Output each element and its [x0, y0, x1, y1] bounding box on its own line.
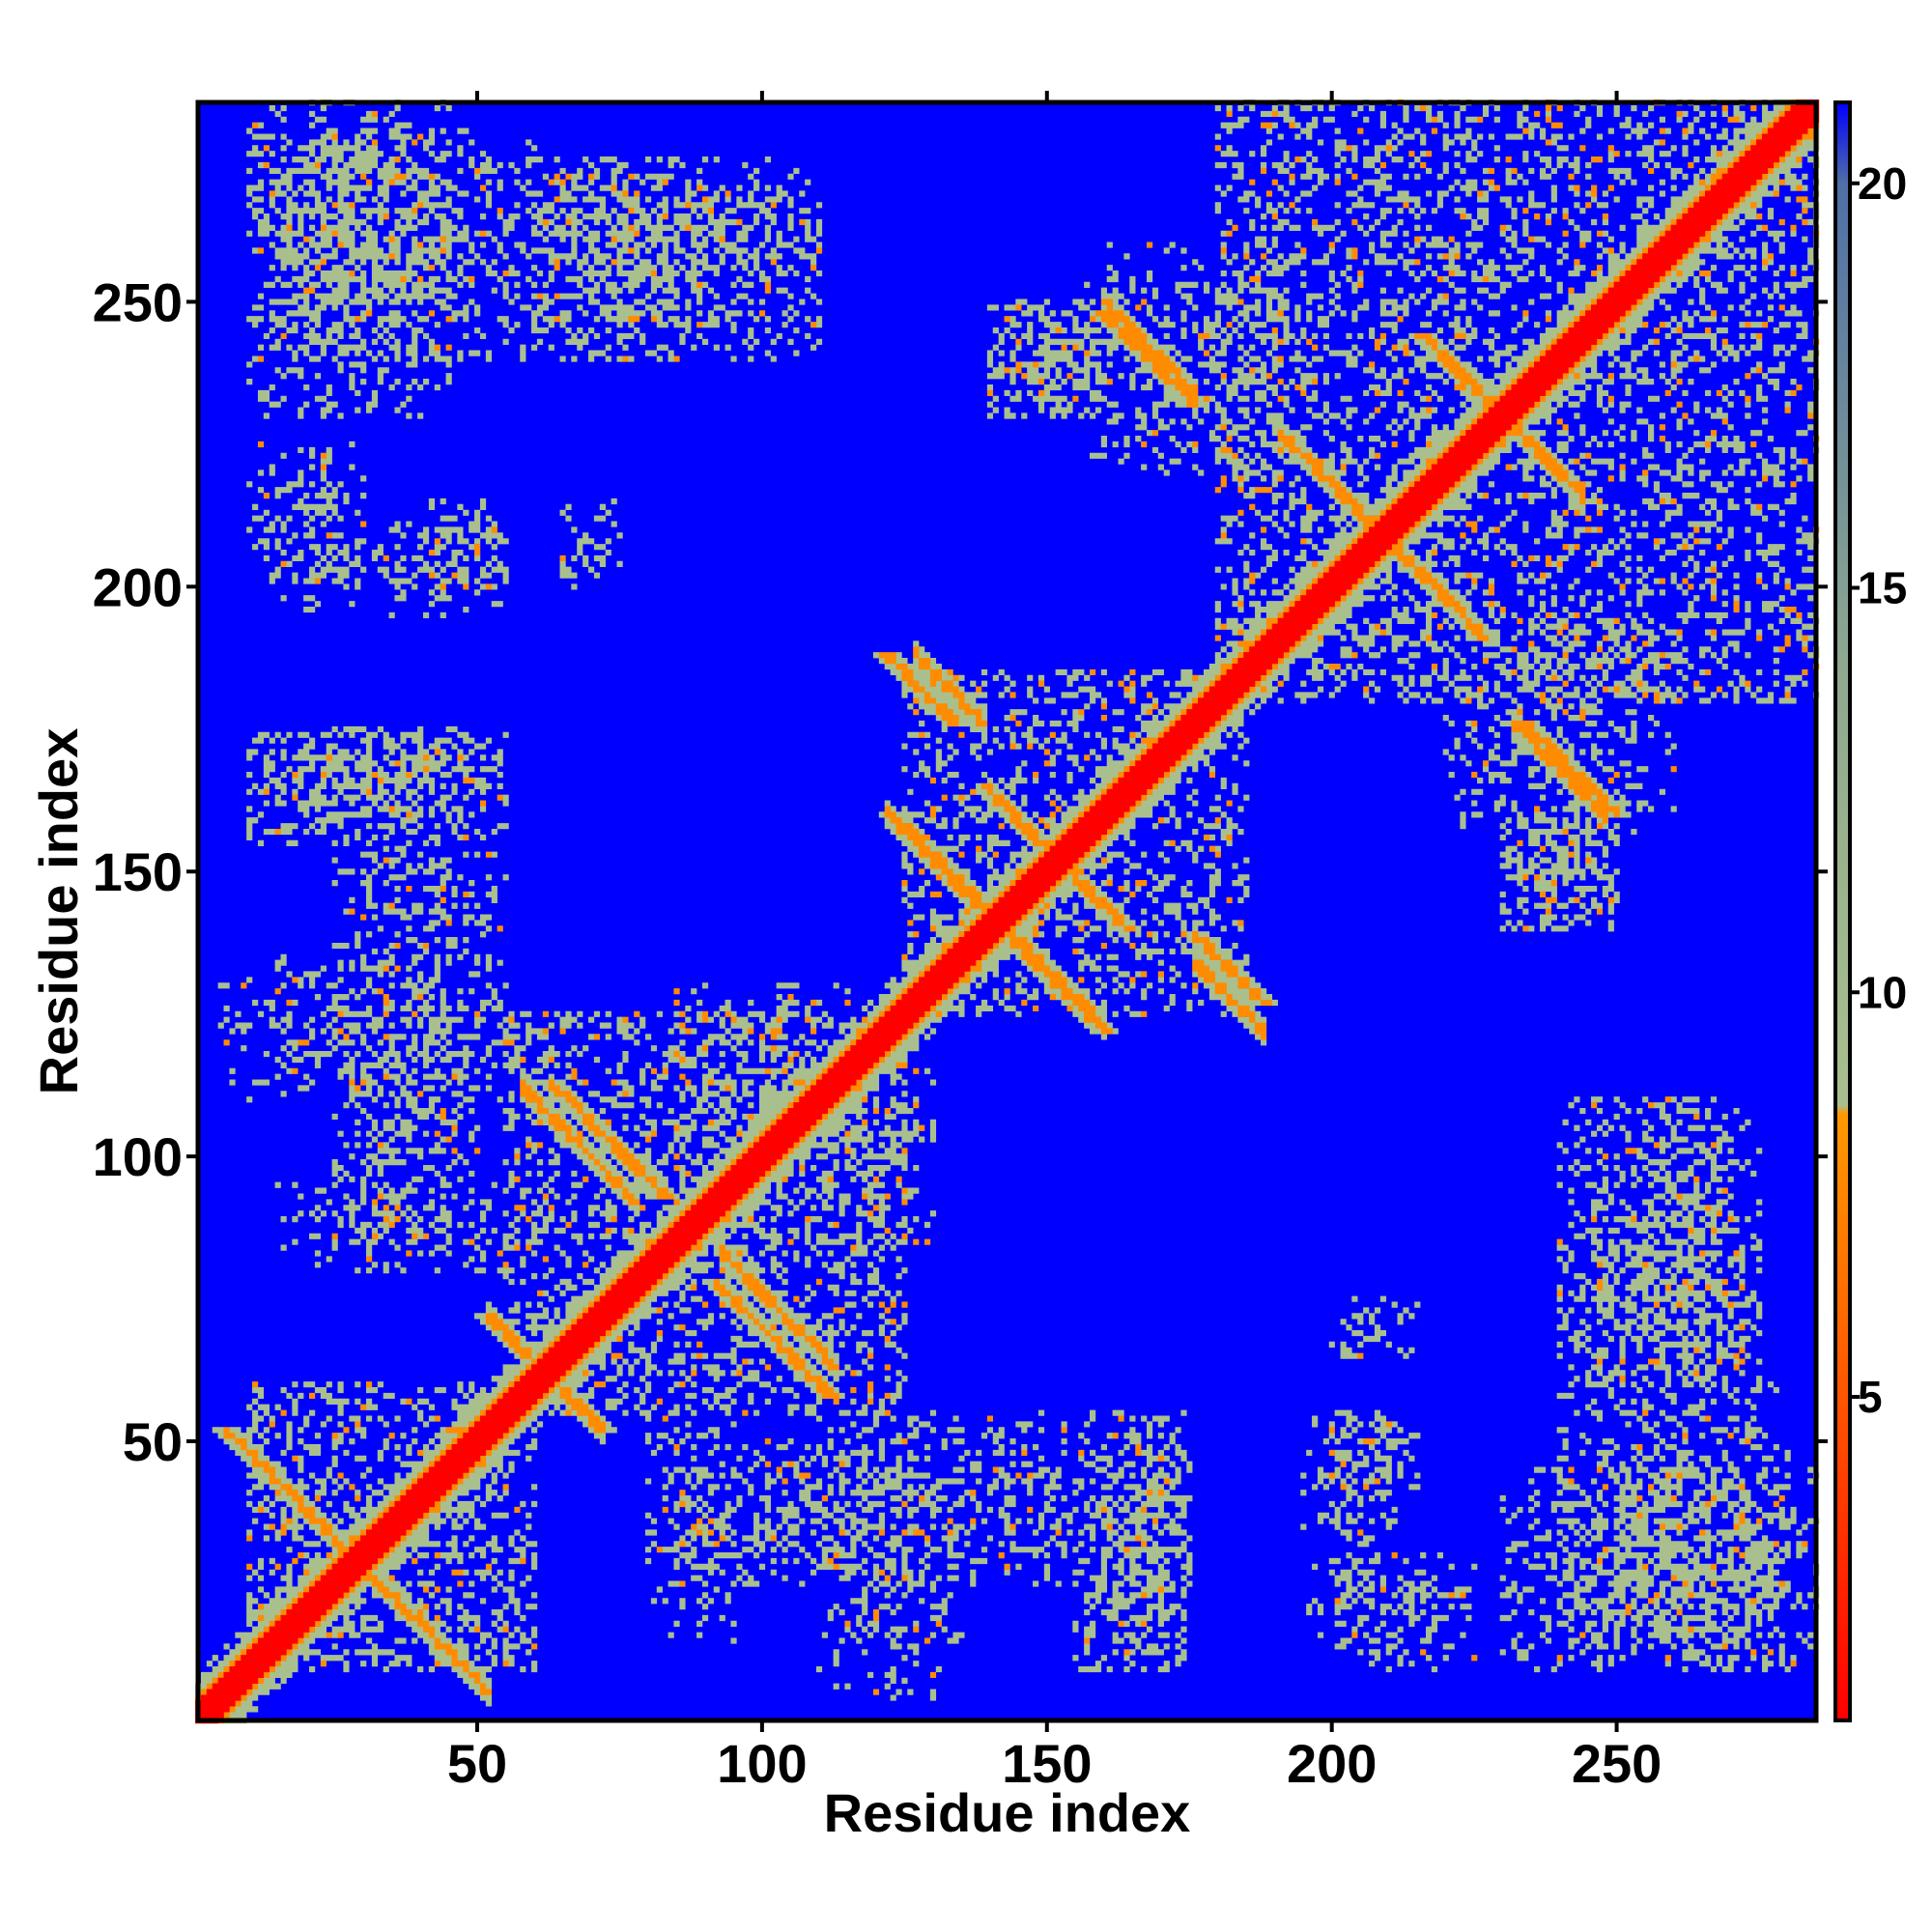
y-tick-label: 100: [93, 1126, 183, 1187]
y-tick-label: 200: [93, 556, 183, 617]
x-tick-label: 100: [717, 1733, 807, 1794]
heatmap-cells-near: [195, 99, 1820, 1724]
y-tick-label: 50: [123, 1411, 183, 1472]
colorbar-tick-label: 5: [1858, 1372, 1883, 1422]
colorbar-tick-label: 15: [1858, 563, 1907, 613]
colorbar-tick-label: 20: [1858, 158, 1907, 209]
heatmap-area: [195, 99, 1820, 1724]
plot-frame: [195, 99, 1819, 1723]
colorbar-gradient: [1833, 100, 1852, 1722]
y-axis-label: Residue index: [28, 728, 89, 1095]
x-tick-label: 150: [1002, 1733, 1092, 1794]
x-tick-label: 200: [1287, 1733, 1377, 1794]
x-tick-label: 50: [447, 1733, 507, 1794]
x-axis-label: Residue index: [824, 1782, 1191, 1843]
x-axis: 50 100 150 200 250: [447, 91, 1662, 1794]
heatmap-cells-mid-distance: [195, 99, 1820, 1724]
colorbar: 5 10 15 20: [1833, 100, 1907, 1722]
y-axis: 50 100 150 200 250: [93, 271, 1828, 1472]
y-tick-label: 250: [93, 271, 183, 332]
colorbar-tick-label: 10: [1858, 967, 1907, 1017]
x-tick-label: 250: [1572, 1733, 1662, 1794]
y-tick-label: 150: [93, 841, 183, 902]
